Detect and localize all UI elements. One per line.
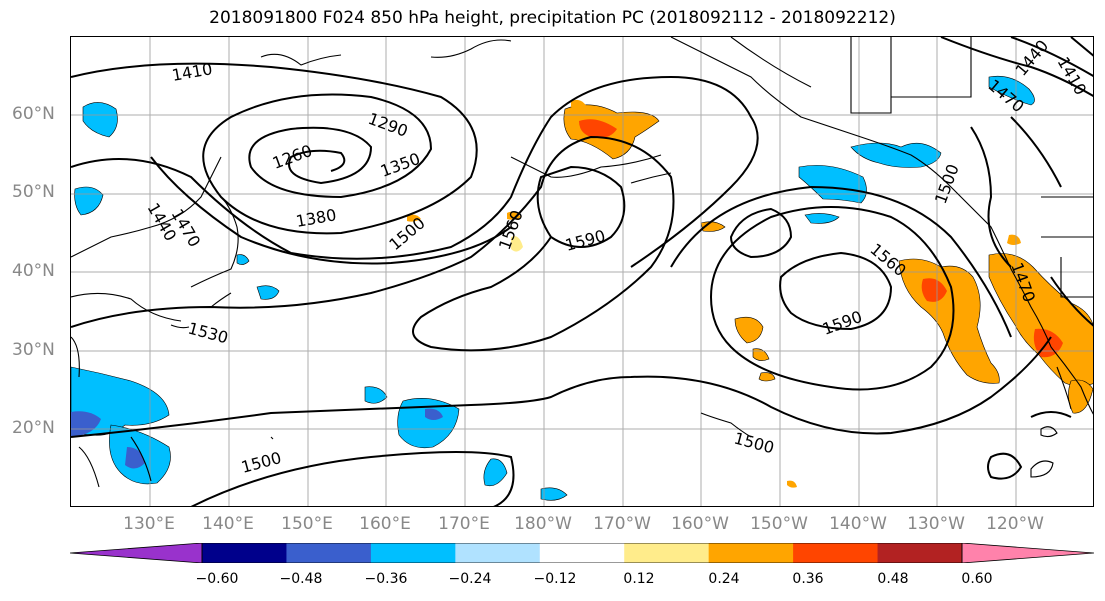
colorbar-segment xyxy=(624,543,710,563)
colorbar-tick-label: −0.12 xyxy=(533,571,577,587)
lon-label-130e: 130°E xyxy=(123,514,175,534)
lat-label-40n: 40°N xyxy=(12,261,55,281)
height-contours xyxy=(71,37,1093,506)
map-title: 2018091800 F024 850 hPa height, precipit… xyxy=(209,8,896,28)
lon-label-170e: 170°E xyxy=(438,514,490,534)
colorbar-outline xyxy=(201,543,963,563)
contour-label: 1500 xyxy=(931,162,963,207)
contour-label-group: 1410 1290 1260 1350 1380 1440 1470 1500 … xyxy=(144,37,1091,477)
lat-label-30n: 30°N xyxy=(12,340,55,360)
colorbar-high-extension xyxy=(961,543,1094,563)
colorbar-segment xyxy=(877,543,963,563)
lon-label-140w: 140°W xyxy=(829,514,887,534)
lon-label-160w: 160°W xyxy=(671,514,729,534)
contour-label: 1590 xyxy=(820,307,865,339)
colorbar-tick-label: −0.24 xyxy=(448,571,492,587)
map-canvas: 1410 1290 1260 1350 1380 1440 1470 1500 … xyxy=(71,37,1093,506)
lat-label-20n: 20°N xyxy=(12,418,55,438)
colorbar-segment xyxy=(708,543,794,563)
lat-label-60n: 60°N xyxy=(12,104,55,124)
lon-label-150w: 150°W xyxy=(750,514,808,534)
lon-label-180w: 180°W xyxy=(514,514,572,534)
contour-label: 1590 xyxy=(563,226,607,255)
lon-label-170w: 170°W xyxy=(593,514,651,534)
lon-label-140e: 140°E xyxy=(202,514,254,534)
colorbar-segment xyxy=(455,543,541,563)
colorbar-segment xyxy=(370,543,456,563)
contour-label: 1500 xyxy=(732,429,776,458)
contour-label: 1290 xyxy=(366,109,411,141)
colorbar-tick-label: 0.12 xyxy=(623,571,655,587)
map-panel: 1410 1290 1260 1350 1380 1440 1470 1500 … xyxy=(70,36,1094,507)
precip-negative-areas xyxy=(71,75,1035,501)
lon-label-130w: 130°W xyxy=(907,514,965,534)
contour-label: 1380 xyxy=(294,205,337,231)
graticule xyxy=(71,37,1093,506)
contour-label: 1350 xyxy=(378,149,423,181)
colorbar-tick-label: 0.48 xyxy=(877,571,909,587)
colorbar-segments xyxy=(202,543,963,563)
colorbar-tick-label: 0.24 xyxy=(708,571,740,587)
precip-positive-areas xyxy=(407,99,1093,488)
contour-label: 1530 xyxy=(186,319,230,348)
contour-label: 1410 xyxy=(1054,54,1091,99)
colorbar-tick-label: 0.60 xyxy=(961,571,993,587)
colorbar-segment xyxy=(202,543,287,563)
colorbar-tick-label: −0.48 xyxy=(279,571,323,587)
colorbar-segment xyxy=(539,543,625,563)
colorbar-segment xyxy=(286,543,372,563)
colorbar-tick-label: −0.60 xyxy=(195,571,239,587)
colorbar-tick-label: −0.36 xyxy=(364,571,408,587)
contour-label: 1500 xyxy=(239,448,283,477)
lon-label-160e: 160°E xyxy=(359,514,411,534)
lon-label-150e: 150°E xyxy=(281,514,333,534)
lat-label-50n: 50°N xyxy=(12,182,55,202)
lon-label-120w: 120°W xyxy=(986,514,1044,534)
colorbar-segment xyxy=(793,543,879,563)
colorbar xyxy=(70,543,1094,563)
colorbar-low-extension xyxy=(70,543,203,563)
colorbar-tick-label: 0.36 xyxy=(792,571,824,587)
